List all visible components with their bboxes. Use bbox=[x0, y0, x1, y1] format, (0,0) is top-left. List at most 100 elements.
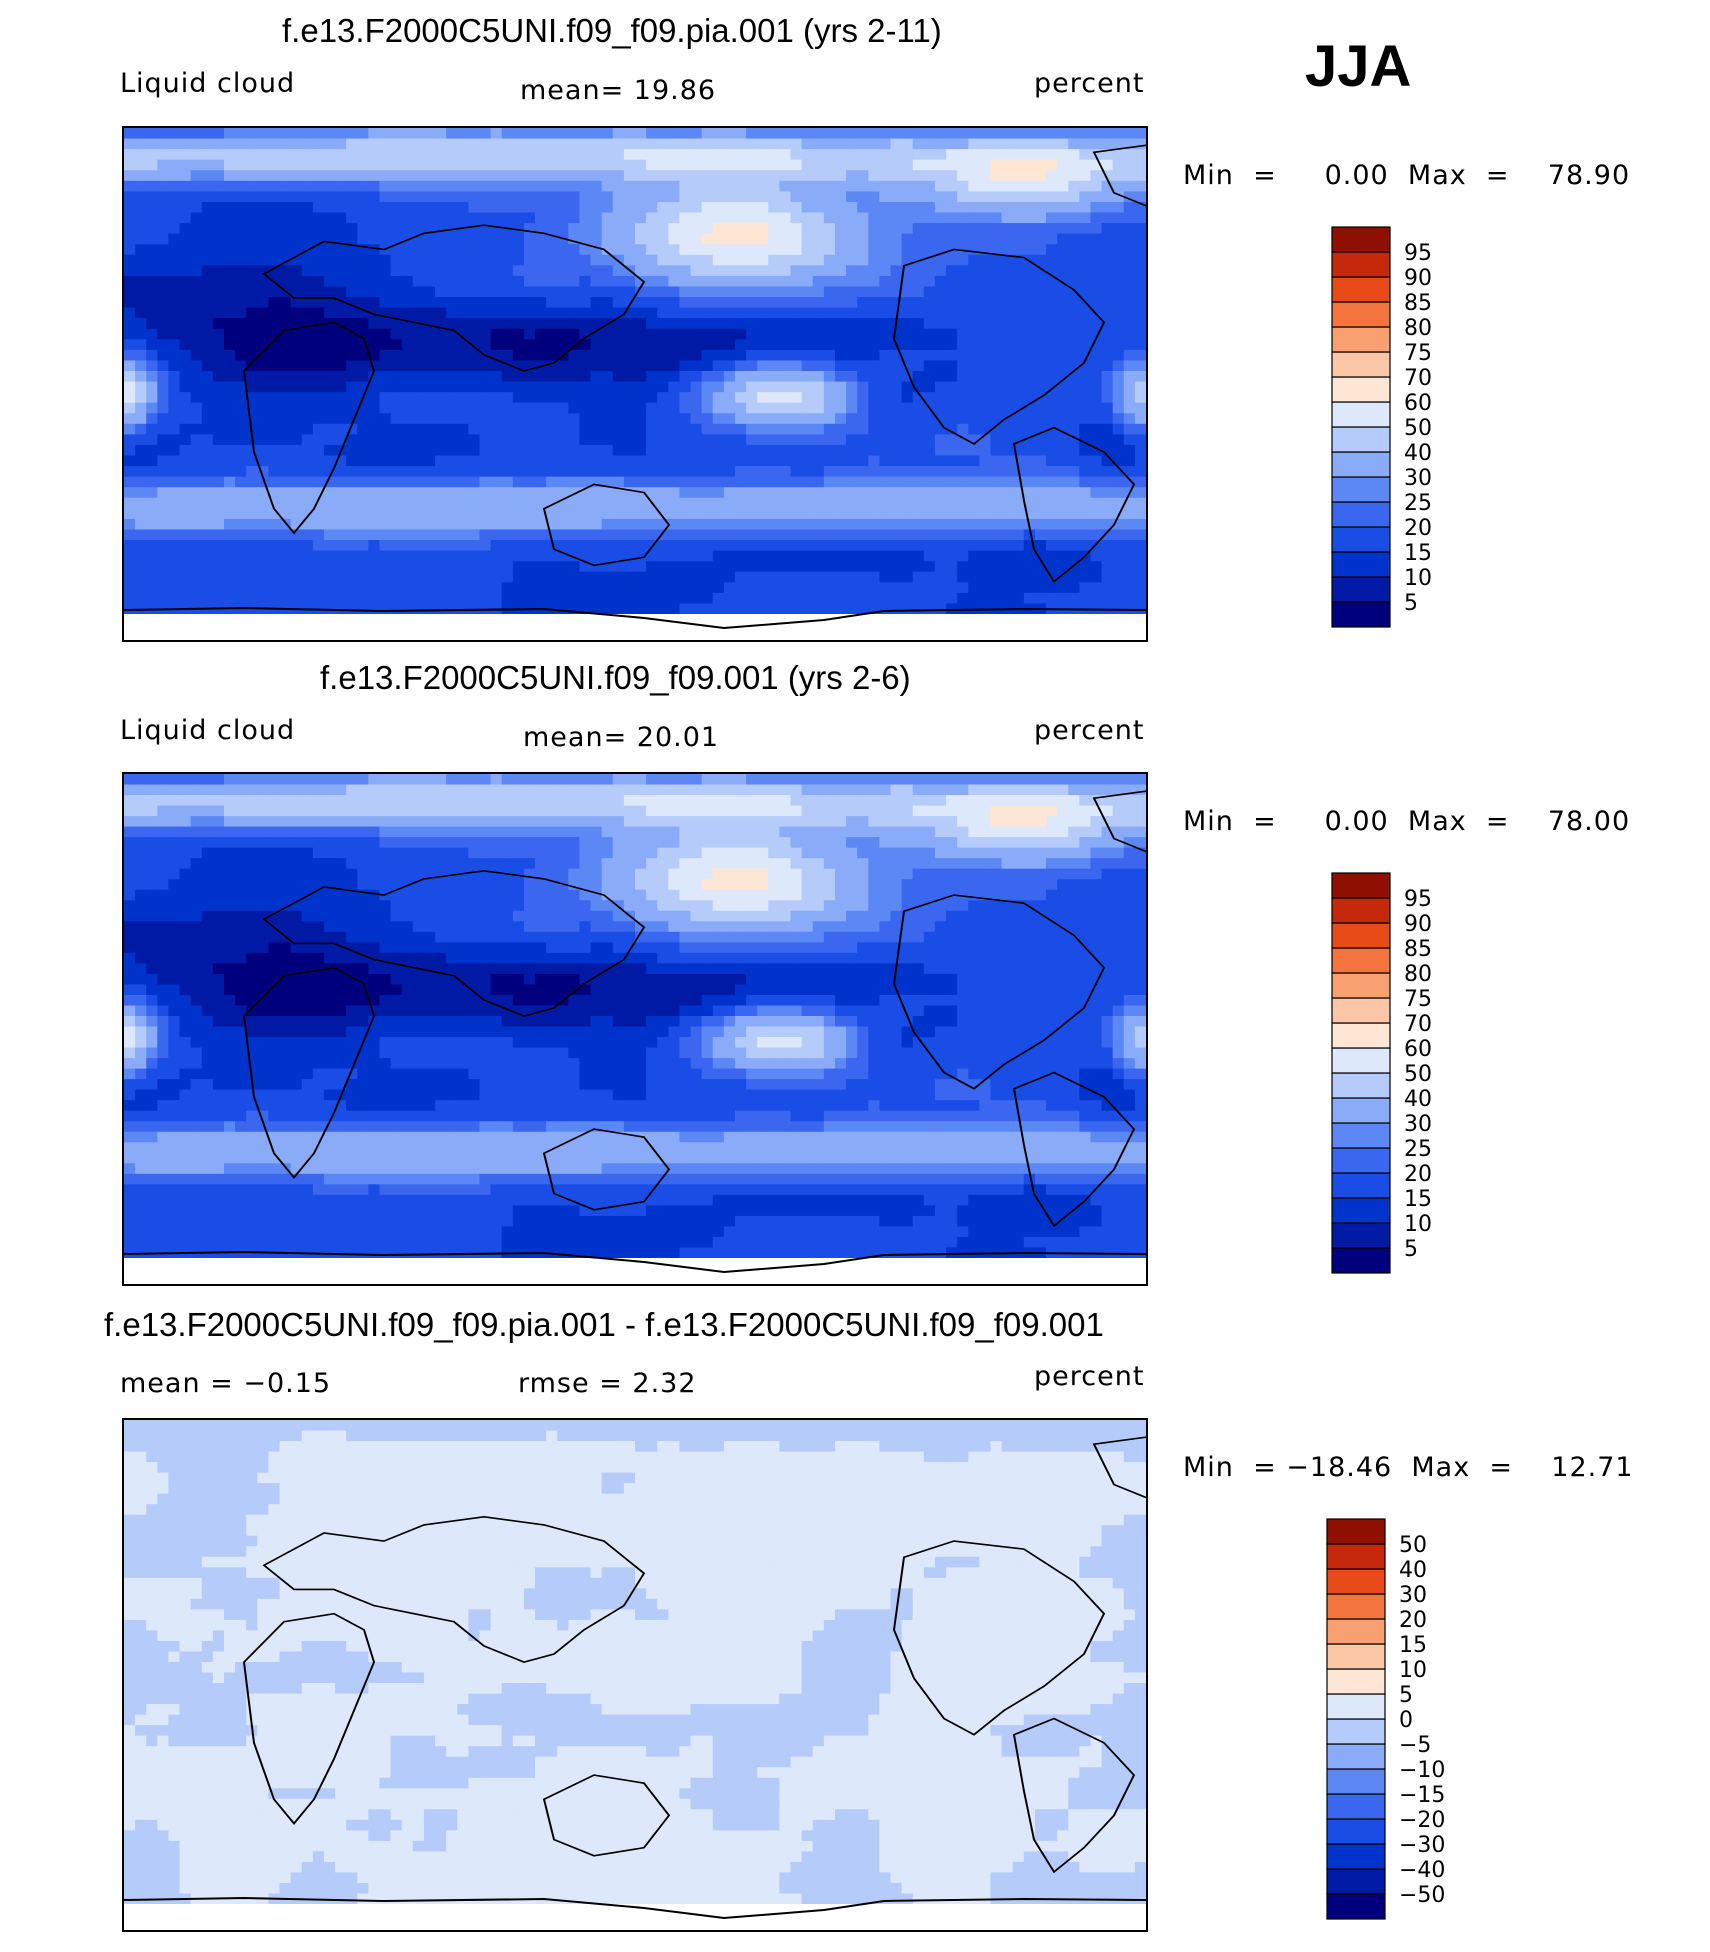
coastline bbox=[542, 1774, 671, 1857]
colorbar-swatch bbox=[1331, 251, 1391, 278]
colorbar-swatch bbox=[1331, 1197, 1391, 1224]
colorbar-swatch bbox=[1331, 451, 1391, 478]
colorbar-tick-label: 5 bbox=[1399, 1683, 1413, 1708]
colorbar-swatch bbox=[1326, 1768, 1386, 1795]
colorbar-swatch bbox=[1331, 947, 1391, 974]
colorbar-tick-label: 85 bbox=[1404, 937, 1432, 962]
colorbar-swatch bbox=[1331, 476, 1391, 503]
colorbar-swatch bbox=[1326, 1693, 1386, 1720]
colorbar-tick-label: 5 bbox=[1404, 591, 1418, 616]
panel-3-map-field bbox=[124, 1420, 1146, 1930]
colorbar-tick-label: −15 bbox=[1399, 1783, 1445, 1808]
colorbar-swatch bbox=[1326, 1843, 1386, 1870]
colorbar-swatch bbox=[1331, 1172, 1391, 1199]
colorbar-tick-label: 50 bbox=[1404, 1062, 1432, 1087]
panel-1-variable-label: Liquid cloud bbox=[120, 68, 296, 99]
colorbar-tick-label: 85 bbox=[1404, 291, 1432, 316]
colorbar-tick-label: 15 bbox=[1404, 1187, 1432, 1212]
colorbar-tick-label: 30 bbox=[1399, 1583, 1427, 1608]
colorbar-swatch bbox=[1326, 1643, 1386, 1670]
colorbar-tick-label: −5 bbox=[1399, 1733, 1431, 1758]
colorbar-swatch bbox=[1326, 1793, 1386, 1820]
coastline bbox=[242, 1612, 376, 1825]
colorbar-swatch bbox=[1331, 1122, 1391, 1149]
colorbar-swatch bbox=[1326, 1668, 1386, 1695]
panel-1-minmax: Min = 0.00 Max = 78.90 bbox=[1183, 160, 1631, 191]
colorbar-tick-label: 10 bbox=[1399, 1658, 1427, 1683]
coastline bbox=[262, 224, 646, 372]
coastline bbox=[1012, 1071, 1136, 1228]
colorbar-tick-label: 90 bbox=[1404, 912, 1432, 937]
panel-3-units-label: percent bbox=[1034, 1361, 1145, 1392]
colorbar-tick-label: 15 bbox=[1404, 541, 1432, 566]
colorbar-swatch bbox=[1326, 1568, 1386, 1595]
colorbar-swatch bbox=[1326, 1868, 1386, 1895]
panel-1-mean-label: mean= 19.86 bbox=[520, 75, 717, 106]
colorbar-swatch bbox=[1331, 401, 1391, 428]
colorbar-swatch bbox=[1331, 501, 1391, 528]
colorbar-tick-label: 15 bbox=[1399, 1633, 1427, 1658]
panel-2-colorbar: 5 10 15 20 25 30 40 50 60 70 75 80 85 90 95 bbox=[1320, 869, 1460, 1279]
panel-3-colorbar: −50 −40 −30 −20 −15 −10 −5 0 5 10 15 20 30 40 50 bbox=[1315, 1515, 1465, 1925]
colorbar-swatch bbox=[1326, 1543, 1386, 1570]
colorbar-swatch bbox=[1331, 1072, 1391, 1099]
colorbar-swatch bbox=[1326, 1518, 1386, 1545]
colorbar-swatch bbox=[1326, 1618, 1386, 1645]
panel-1-units-label: percent bbox=[1034, 68, 1145, 99]
coastline bbox=[1012, 1717, 1136, 1874]
panel-2-map-field bbox=[124, 774, 1146, 1284]
coastline bbox=[542, 1128, 671, 1211]
colorbar-swatch bbox=[1331, 526, 1391, 553]
colorbar-tick-label: 20 bbox=[1404, 1162, 1432, 1187]
colorbar-swatch bbox=[1331, 1022, 1391, 1049]
colorbar-tick-label: 95 bbox=[1404, 241, 1432, 266]
colorbar-tick-label: 75 bbox=[1404, 987, 1432, 1012]
colorbar-swatch bbox=[1331, 1247, 1391, 1274]
panel-2-map bbox=[122, 772, 1148, 1286]
colorbar-swatch bbox=[1331, 872, 1391, 899]
colorbar-swatch bbox=[1331, 226, 1391, 253]
colorbar-tick-label: 70 bbox=[1404, 366, 1432, 391]
colorbar-swatch bbox=[1331, 922, 1391, 949]
panel-3-mean-label: mean = −0.15 bbox=[120, 1368, 332, 1399]
colorbar-swatch bbox=[1331, 972, 1391, 999]
colorbar-tick-label: 10 bbox=[1404, 566, 1432, 591]
colorbar-tick-label: 10 bbox=[1404, 1212, 1432, 1237]
coastline bbox=[1092, 1436, 1146, 1499]
colorbar-tick-label: 70 bbox=[1404, 1012, 1432, 1037]
colorbar-tick-label: 0 bbox=[1399, 1708, 1413, 1733]
colorbar-swatch bbox=[1331, 551, 1391, 578]
colorbar-tick-label: −30 bbox=[1399, 1833, 1445, 1858]
colorbar-tick-label: 30 bbox=[1404, 466, 1432, 491]
panel-2-minmax: Min = 0.00 Max = 78.00 bbox=[1183, 806, 1631, 837]
coastline bbox=[262, 1516, 646, 1663]
coastline bbox=[542, 483, 671, 567]
antarctica-coastline bbox=[124, 1896, 1146, 1920]
colorbar-swatch bbox=[1331, 897, 1391, 924]
colorbar-tick-label: 5 bbox=[1404, 1237, 1418, 1262]
coastline bbox=[892, 1540, 1106, 1736]
colorbar-tick-label: 60 bbox=[1404, 1037, 1432, 1062]
colorbar-tick-label: −20 bbox=[1399, 1808, 1445, 1833]
colorbar-swatch bbox=[1326, 1743, 1386, 1770]
colorbar-tick-label: 80 bbox=[1404, 962, 1432, 987]
panel-1-title: f.e13.F2000C5UNI.f09_f09.pia.001 (yrs 2-… bbox=[282, 12, 942, 49]
colorbar-tick-label: 25 bbox=[1404, 491, 1432, 516]
colorbar-swatch bbox=[1326, 1818, 1386, 1845]
panel-1-colorbar: 5 10 15 20 25 30 40 50 60 70 75 80 85 90 95 bbox=[1320, 223, 1460, 633]
colorbar-tick-label: 40 bbox=[1404, 441, 1432, 466]
colorbar-tick-label: 25 bbox=[1404, 1137, 1432, 1162]
coastline bbox=[1092, 790, 1146, 853]
coastline bbox=[892, 248, 1106, 445]
colorbar-tick-label: 40 bbox=[1404, 1087, 1432, 1112]
panel-3-rmse-label: rmse = 2.32 bbox=[518, 1368, 697, 1399]
colorbar-swatch bbox=[1331, 426, 1391, 453]
colorbar-tick-label: −10 bbox=[1399, 1758, 1445, 1783]
coastline bbox=[242, 966, 376, 1179]
colorbar-tick-label: −50 bbox=[1399, 1883, 1445, 1908]
colorbar-tick-label: 50 bbox=[1404, 416, 1432, 441]
colorbar-tick-label: 20 bbox=[1404, 516, 1432, 541]
colorbar-swatch bbox=[1331, 1147, 1391, 1174]
colorbar-tick-label: 20 bbox=[1399, 1608, 1427, 1633]
colorbar-swatch bbox=[1331, 1097, 1391, 1124]
